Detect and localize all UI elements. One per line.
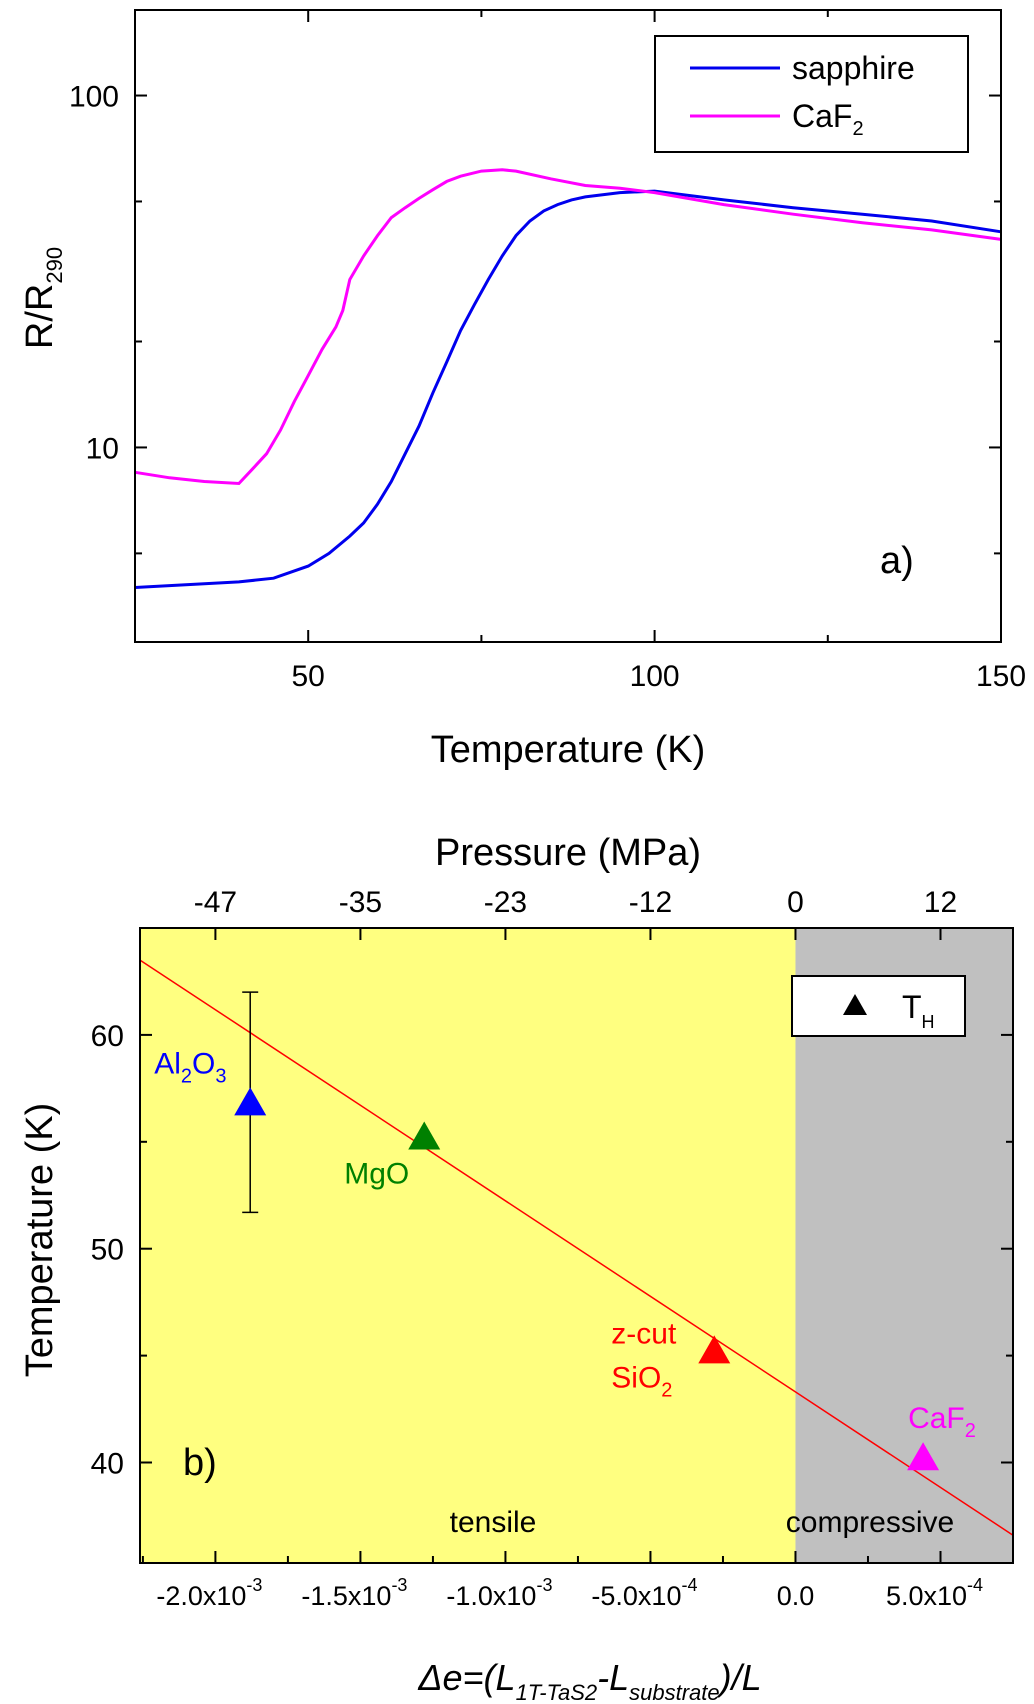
panel-a-legend: sapphire CaF2	[654, 35, 969, 153]
panel-a-ticks: 50 100 150 10 100	[69, 10, 1026, 693]
panel-b-legend: TH	[791, 975, 966, 1037]
region-label: compressive	[786, 1506, 954, 1539]
panel-b-regions: tensile compressive	[140, 928, 1013, 1563]
panel-a-chart: 50 100 150 10 100 sapphire CaF2 a) Temperatur…	[19, 9, 1026, 771]
legend-marker	[843, 994, 867, 1015]
x-tick-label: 100	[630, 660, 680, 693]
panel-a-label: a)	[880, 540, 914, 582]
x-tick-label: 150	[976, 660, 1026, 693]
y-tick-label: 40	[91, 1448, 124, 1481]
legend-label: sapphire	[792, 50, 915, 86]
panel-b-points: Al2O3 MgO z-cut SiO2 CaF2	[154, 991, 976, 1471]
top-tick-label: -12	[629, 886, 672, 919]
point-label: CaF2	[908, 1402, 976, 1442]
point-label: z-cut	[611, 1317, 677, 1350]
legend-label: CaF2	[792, 98, 864, 140]
panel-a-series-layer	[134, 168, 1002, 589]
point-label: Al2O3	[154, 1047, 226, 1087]
x-tick-label: 0.0	[777, 1581, 815, 1611]
data-point-3	[907, 1442, 940, 1471]
panel-b-plot-frame	[139, 927, 1014, 1564]
series-line-1	[134, 168, 1002, 486]
y-tick-label: 50	[91, 1234, 124, 1267]
panel-b-fit-line-layer	[139, 959, 1014, 1536]
panel-a-x-axis-label: Temperature (K)	[431, 729, 706, 771]
x-tick-label: 50	[292, 660, 325, 693]
fit-line	[139, 959, 1014, 1536]
region-tensile	[140, 928, 796, 1563]
top-tick-label: -47	[194, 886, 237, 919]
panel-b-top-axis-label: Pressure (MPa)	[435, 832, 701, 874]
y-tick-label: 60	[91, 1020, 124, 1053]
point-label: MgO	[344, 1158, 409, 1191]
region-label: tensile	[450, 1506, 537, 1539]
point-label-line2: SiO2	[611, 1361, 672, 1401]
panel-b-label: b)	[183, 1442, 217, 1484]
series-line-0	[134, 189, 1002, 589]
data-point-2	[698, 1335, 731, 1364]
legend-box	[654, 35, 969, 153]
panel-b-y-axis-label: Temperature (K)	[19, 1103, 61, 1378]
top-tick-label: -35	[339, 886, 382, 919]
x-tick-label: -5.0x10-4	[591, 1575, 697, 1611]
x-tick-label: -1.5x10-3	[301, 1575, 407, 1611]
top-tick-label: 0	[787, 886, 804, 919]
y-tick-label: 100	[69, 81, 119, 114]
y-tick-label: 10	[86, 432, 119, 465]
x-tick-label: -1.0x10-3	[446, 1575, 552, 1611]
legend-label: TH	[902, 989, 935, 1032]
data-point-1	[408, 1121, 441, 1150]
x-tick-label: -2.0x10-3	[156, 1575, 262, 1611]
top-tick-label: 12	[924, 886, 957, 919]
panel-a-plot-frame	[134, 9, 1002, 643]
legend-box	[791, 975, 966, 1037]
x-tick-label: 5.0x10-4	[886, 1575, 983, 1611]
panel-b-chart: tensile compressive Al2O3 MgO z-cut SiO2 CaF2…	[19, 832, 1014, 1704]
panel-b-ticks: -2.0x10-3 -1.5x10-3 -1.0x10-3 -5.0x10-4 0.0 5…	[91, 886, 1013, 1611]
top-tick-label: -23	[484, 886, 527, 919]
panel-b-x-axis-label: Δe=(L1T-TaS2-Lsubstrate)/L	[417, 1657, 761, 1704]
panel-a-y-axis-label: R/R290	[19, 247, 67, 349]
data-point-0	[234, 1087, 267, 1116]
